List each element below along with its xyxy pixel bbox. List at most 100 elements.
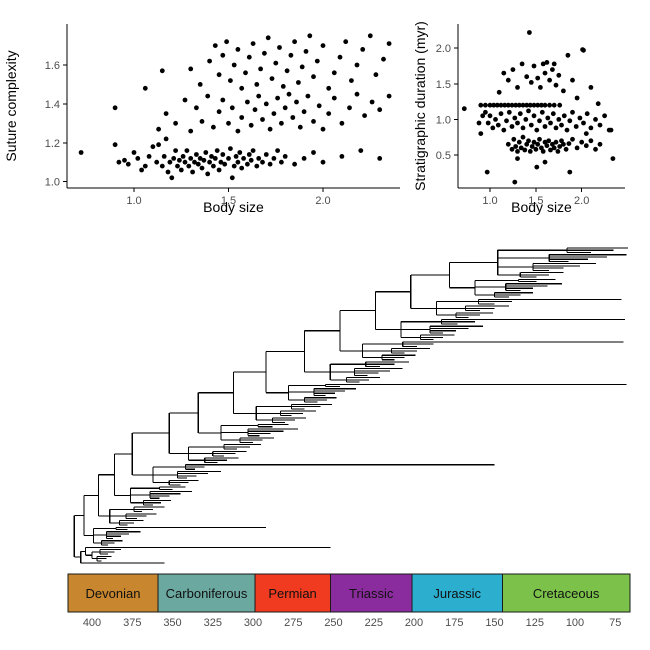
period-label: Permian <box>268 586 316 601</box>
data-point <box>524 74 530 80</box>
data-point <box>188 66 194 72</box>
data-point <box>161 154 167 159</box>
data-point <box>555 149 561 154</box>
data-point <box>205 171 211 177</box>
data-point <box>184 148 190 154</box>
data-point <box>502 102 508 108</box>
data-point <box>567 118 573 124</box>
data-point <box>602 113 607 119</box>
timescale-tick-label: 225 <box>365 617 383 629</box>
data-point <box>574 145 580 151</box>
data-point <box>528 80 534 85</box>
data-point <box>583 143 589 149</box>
data-point <box>561 88 566 94</box>
data-point <box>239 115 245 120</box>
data-point <box>369 99 375 105</box>
data-point <box>505 102 511 108</box>
data-point <box>326 111 332 116</box>
data-point <box>512 115 518 121</box>
phylogenetic-tree <box>73 247 629 564</box>
data-point <box>610 156 616 162</box>
data-point <box>548 120 553 126</box>
data-point <box>354 91 360 97</box>
data-point <box>271 156 277 161</box>
data-point <box>515 149 520 154</box>
data-point <box>487 102 493 108</box>
data-point <box>522 147 528 153</box>
data-point <box>250 41 256 46</box>
data-point <box>186 163 192 169</box>
data-point <box>523 117 529 122</box>
data-point <box>557 102 563 108</box>
data-point <box>505 141 511 147</box>
geologic-timescale-bar: Devonian Carboniferous Permian Triassic Jura… <box>67 573 631 629</box>
data-point <box>485 120 491 126</box>
data-point <box>159 163 165 169</box>
data-point <box>360 47 366 52</box>
timescale-tick-label: 325 <box>204 617 222 629</box>
data-point <box>235 47 241 52</box>
data-point <box>218 159 224 165</box>
data-point <box>529 144 535 149</box>
data-point <box>320 126 326 132</box>
data-point <box>535 141 541 147</box>
data-point <box>226 120 231 126</box>
data-point <box>195 161 201 167</box>
data-point <box>551 102 557 108</box>
data-point <box>534 164 540 170</box>
data-point <box>146 154 152 159</box>
data-point <box>547 77 552 83</box>
data-point <box>515 120 520 126</box>
data-point <box>188 128 194 134</box>
x-tick-label: 2.0 <box>574 195 589 207</box>
data-point <box>180 154 186 159</box>
data-point <box>311 150 316 155</box>
data-point <box>280 84 286 89</box>
data-point <box>175 163 180 169</box>
data-point <box>377 156 383 161</box>
data-point <box>194 105 199 111</box>
data-point <box>267 126 273 132</box>
data-point <box>178 167 184 173</box>
period-label: Cretaceous <box>533 586 600 601</box>
y-tick-label: 1.2 <box>45 138 60 150</box>
period-carboniferous <box>157 573 256 613</box>
data-point <box>131 150 137 155</box>
data-point <box>320 43 326 48</box>
data-point <box>303 49 309 54</box>
data-point <box>220 52 226 58</box>
x-tick-label: 1.5 <box>528 195 543 207</box>
data-point <box>478 131 484 137</box>
data-point <box>553 82 559 88</box>
scatter-stratigraphic-duration: 1.0 1.5 2.0 0.5 1.0 1.5 2.0 <box>436 24 625 207</box>
data-point <box>362 113 367 118</box>
data-point <box>163 111 169 116</box>
suture-y-axis-title: Suture complexity <box>3 50 19 161</box>
data-point <box>545 115 551 121</box>
data-point <box>513 102 519 108</box>
data-point <box>301 156 307 161</box>
timescale-tick-label: 275 <box>284 617 302 629</box>
data-point <box>542 139 548 145</box>
data-point <box>480 113 486 119</box>
data-point <box>583 131 589 137</box>
data-point <box>561 141 566 147</box>
timescale-tick-label: 375 <box>123 617 141 629</box>
data-point <box>570 77 575 83</box>
data-point <box>501 127 507 133</box>
data-point <box>553 125 559 131</box>
period-label: Jurassic <box>433 586 481 601</box>
period-permian <box>254 573 331 613</box>
data-point <box>235 128 241 134</box>
data-point <box>570 109 575 115</box>
data-point <box>354 62 360 68</box>
data-point <box>461 106 467 112</box>
data-point <box>243 70 248 76</box>
data-point <box>125 161 131 167</box>
y-tick-label: 1.5 <box>436 79 451 91</box>
data-point <box>520 102 526 108</box>
data-point <box>159 68 165 74</box>
data-point <box>212 43 218 48</box>
data-point <box>556 72 562 78</box>
